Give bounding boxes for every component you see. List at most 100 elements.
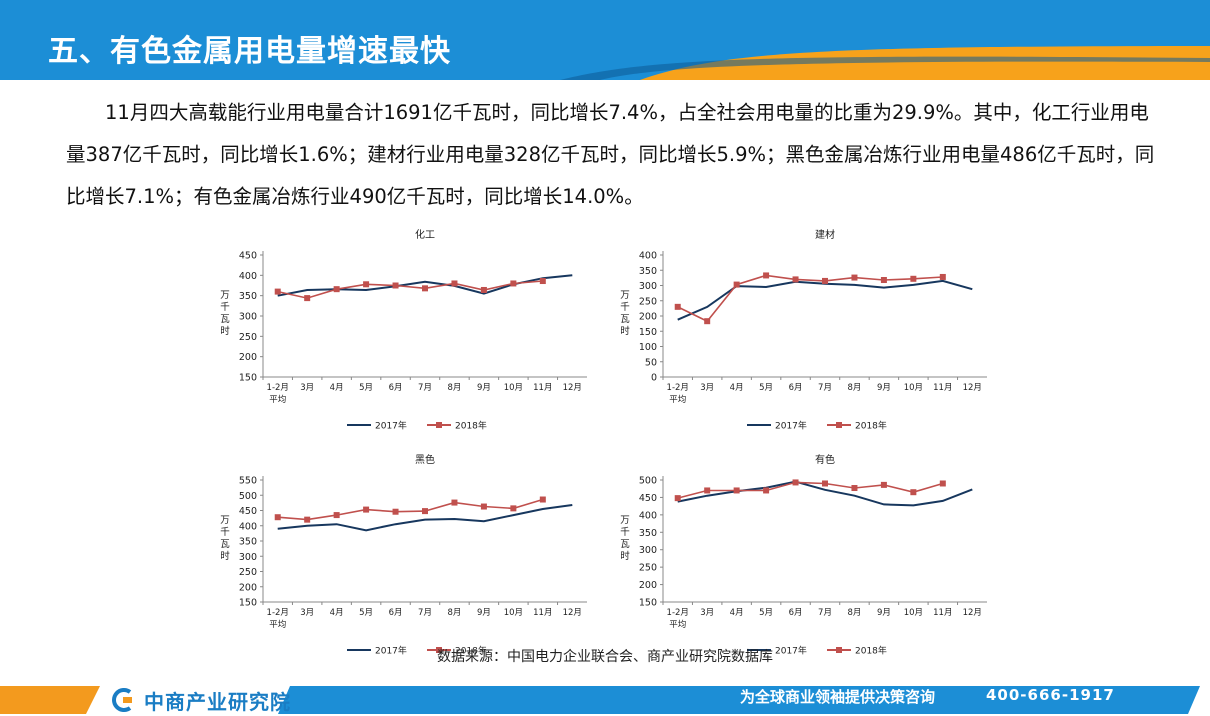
chart-chemical: 化工 150 200 250 300 350 400 450 万千瓦时 1-2月平均 3月 4月 5月 6… (215, 225, 600, 440)
x-tick-label: 11月 (533, 608, 552, 618)
y-tick-label: 300 (239, 312, 257, 323)
chart-svg: 化工 150 200 250 300 350 400 450 万千瓦时 1-2月平均 3月 4月 5月 6… (220, 228, 587, 432)
series-2018年 (674, 272, 946, 325)
x-tick-label: 8月 (447, 608, 461, 618)
series-2017年 (277, 504, 573, 532)
x-tick-label: 6月 (389, 383, 403, 393)
y-tick-label: 300 (239, 552, 257, 563)
data-point (480, 503, 487, 510)
data-point (539, 278, 546, 285)
data-point (674, 303, 681, 310)
data-point (939, 480, 946, 487)
data-point (910, 275, 917, 282)
brand-name: 中商产业研究院 (144, 689, 291, 714)
series-line (677, 480, 973, 507)
x-tick-label: 3月 (300, 608, 314, 618)
data-point (733, 281, 740, 288)
data-point (510, 505, 517, 512)
x-tick-label: 4月 (730, 383, 744, 393)
data-point (304, 295, 311, 302)
data-point (422, 285, 428, 292)
data-point (763, 272, 770, 279)
y-tick-label: 550 (239, 476, 257, 487)
data-point (304, 516, 311, 523)
x-tick-label: 3月 (300, 383, 314, 393)
y-tick-label: 500 (639, 476, 657, 487)
data-point (939, 273, 946, 280)
y-tick-label: 350 (239, 537, 257, 548)
y-tick-label: 50 (645, 357, 657, 368)
x-tick-label: 10月 (904, 383, 923, 393)
chart-title: 黑色 (415, 453, 435, 466)
legend-label: 2017年 (775, 420, 807, 432)
y-tick-label: 500 (239, 491, 257, 502)
y-axis-label: 万千瓦时 (220, 290, 230, 337)
data-point (274, 514, 281, 521)
y-tick-label: 350 (639, 266, 657, 277)
x-tick-label: 12月 (563, 383, 582, 393)
x-tick-label: 10月 (504, 383, 523, 393)
x-tick-label: 7月 (418, 608, 432, 618)
data-point (733, 487, 740, 494)
chart-building-materials: 建材 0 50 100 150 200 250 300 350 400 万千瓦时 1-2月平均 3月 4月… (615, 225, 1000, 440)
x-tick-label: 10月 (904, 608, 923, 618)
chart-title: 建材 (815, 228, 835, 241)
data-point (763, 487, 770, 494)
y-tick-label: 350 (639, 528, 657, 539)
legend-marker (836, 422, 842, 428)
data-point (792, 276, 799, 283)
x-tick-label: 8月 (847, 383, 861, 393)
y-tick-label: 250 (639, 296, 657, 307)
data-point (274, 288, 281, 295)
data-point (704, 487, 711, 494)
x-tick-label: 12月 (563, 608, 582, 618)
y-tick-label: 0 (651, 373, 657, 384)
legend-label: 2017年 (375, 645, 407, 657)
legend-label: 2018年 (855, 420, 887, 432)
x-tick-label: 6月 (389, 608, 403, 618)
series-2018年 (274, 496, 546, 523)
x-tick-label: 3月 (700, 608, 714, 618)
data-point (392, 282, 399, 289)
header-band: 五、有色金属用电量增速最快 (0, 0, 1210, 80)
page-title: 五、有色金属用电量增速最快 (48, 34, 451, 69)
x-tick-label: 12月 (963, 383, 982, 393)
data-point (792, 479, 799, 486)
x-tick-label: 1-2月平均 (667, 383, 689, 405)
x-tick-label: 12月 (963, 608, 982, 618)
y-tick-label: 250 (239, 567, 257, 578)
chart-title: 化工 (415, 228, 435, 241)
legend-label: 2018年 (855, 645, 887, 657)
x-tick-label: 5月 (359, 383, 373, 393)
series-2017年 (677, 480, 973, 507)
legend-label: 2018年 (455, 645, 487, 657)
y-tick-label: 250 (639, 563, 657, 574)
data-point (422, 508, 428, 515)
x-tick-label: 4月 (330, 383, 344, 393)
x-tick-label: 1-2月平均 (267, 383, 289, 405)
legend-label: 2017年 (775, 645, 807, 657)
data-point (480, 286, 487, 293)
footer-brand: 中商产业研究院 (112, 686, 291, 714)
x-tick-label: 4月 (730, 608, 744, 618)
x-tick-label: 5月 (359, 608, 373, 618)
y-tick-label: 200 (639, 580, 657, 591)
x-tick-label: 10月 (504, 608, 523, 618)
y-tick-label: 300 (639, 281, 657, 292)
y-tick-label: 150 (639, 327, 657, 338)
data-point (851, 485, 858, 492)
header-background (0, 0, 1210, 80)
y-tick-label: 250 (239, 332, 257, 343)
source-note: 数据来源：中国电力企业联合会、商产业研究院数据库 (437, 649, 773, 665)
y-axis-label: 万千瓦时 (620, 515, 630, 562)
chart-svg: 有色 150 200 250 300 350 400 450 500 万千瓦时 1-2月平均 3月 4月… (620, 453, 987, 657)
chart-title: 有色 (815, 453, 835, 466)
data-point (822, 277, 828, 284)
series-2017年 (677, 279, 973, 321)
data-point (451, 280, 458, 287)
y-axis-label: 万千瓦时 (620, 290, 630, 337)
chart-ferrous: 黑色 150 200 250 300 350 400 450 500 550 万千瓦时 1-2月平均 3… (215, 450, 600, 665)
legend-label: 2017年 (375, 420, 407, 432)
x-tick-label: 4月 (330, 608, 344, 618)
x-tick-label: 8月 (447, 383, 461, 393)
